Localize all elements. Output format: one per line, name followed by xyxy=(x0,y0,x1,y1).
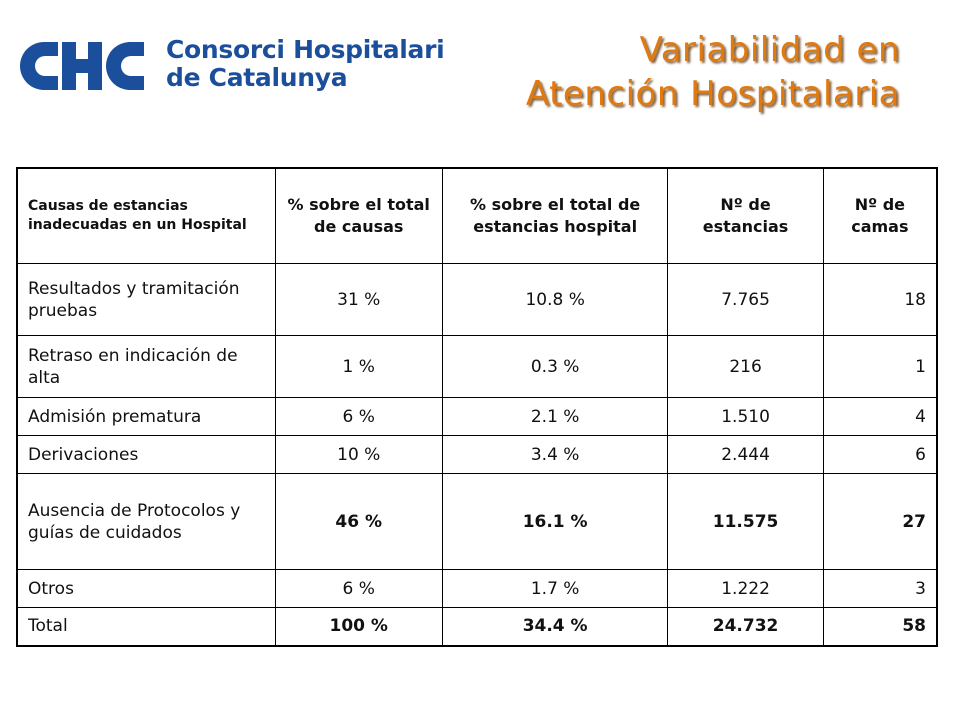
logo-line-1: Consorci Hospitalari xyxy=(166,35,445,64)
cell-num-stays: 1.222 xyxy=(667,569,824,608)
chc-logo: Consorci Hospitalari de Catalunya xyxy=(18,36,445,96)
logo-wordmark: Consorci Hospitalari de Catalunya xyxy=(166,35,445,92)
table-row: Otros 6 % 1.7 % 1.222 3 xyxy=(16,569,938,608)
cell-pct-stays: 1.7 % xyxy=(441,569,669,608)
title-line-2: Atención Hospitalaria xyxy=(525,74,900,114)
cell-pct-causes: 1 % xyxy=(274,335,443,398)
cell-cause: Admisión prematura xyxy=(16,397,276,436)
cell-cause: Otros xyxy=(16,569,276,608)
title-line-1: Variabilidad en xyxy=(639,30,900,70)
slide-title: Variabilidad en Atención Hospitalaria xyxy=(526,28,900,116)
table-row: Admisión prematura 6 % 2.1 % 1.510 4 xyxy=(16,397,938,436)
cell-cause: Total xyxy=(16,607,276,646)
cell-num-stays: 24.732 xyxy=(667,607,824,646)
table-row: Resultados y tramitación pruebas 31 % 10… xyxy=(16,263,938,336)
table-row-total: Total 100 % 34.4 % 24.732 58 xyxy=(16,607,938,646)
cell-cause: Ausencia de Protocolos y guías de cuidad… xyxy=(16,473,276,570)
cell-num-beds: 3 xyxy=(822,569,938,608)
cell-num-beds: 18 xyxy=(822,263,938,336)
chc-logo-mark-icon xyxy=(20,42,144,90)
logo-line-2: de Catalunya xyxy=(166,63,348,92)
cell-pct-stays: 3.4 % xyxy=(441,435,669,474)
cell-num-stays: 7.765 xyxy=(667,263,824,336)
cell-cause: Resultados y tramitación pruebas xyxy=(16,263,276,336)
cell-num-stays: 216 xyxy=(667,335,824,398)
cell-cause: Retraso en indicación de alta xyxy=(16,335,276,398)
table-row: Ausencia de Protocolos y guías de cuidad… xyxy=(16,473,938,570)
table-row: Derivaciones 10 % 3.4 % 2.444 6 xyxy=(16,435,938,474)
cell-num-beds: 6 xyxy=(822,435,938,474)
header-causes: Causas de estancias inadecuadas en un Ho… xyxy=(16,167,276,264)
cell-cause: Derivaciones xyxy=(16,435,276,474)
cell-num-beds: 1 xyxy=(822,335,938,398)
cell-pct-stays: 34.4 % xyxy=(441,607,669,646)
cell-num-beds: 58 xyxy=(822,607,938,646)
cell-num-beds: 4 xyxy=(822,397,938,436)
header-pct-stays: % sobre el total de estancias hospital xyxy=(441,167,669,264)
cell-pct-causes: 100 % xyxy=(274,607,443,646)
cell-num-stays: 1.510 xyxy=(667,397,824,436)
cell-pct-causes: 6 % xyxy=(274,397,443,436)
cell-num-beds: 27 xyxy=(822,473,938,570)
header-num-beds: Nº de camas xyxy=(822,167,938,264)
cell-pct-stays: 10.8 % xyxy=(441,263,669,336)
header-num-stays: Nº de estancias xyxy=(667,167,824,264)
header-pct-causes: % sobre el total de causas xyxy=(274,167,443,264)
inappropriate-stays-table: Causas de estancias inadecuadas en un Ho… xyxy=(16,167,938,647)
table-row: Retraso en indicación de alta 1 % 0.3 % … xyxy=(16,335,938,398)
cell-pct-causes: 6 % xyxy=(274,569,443,608)
cell-pct-stays: 16.1 % xyxy=(441,473,669,570)
cell-pct-causes: 31 % xyxy=(274,263,443,336)
cell-pct-causes: 46 % xyxy=(274,473,443,570)
cell-pct-stays: 0.3 % xyxy=(441,335,669,398)
cell-num-stays: 2.444 xyxy=(667,435,824,474)
cell-num-stays: 11.575 xyxy=(667,473,824,570)
table-header-row: Causas de estancias inadecuadas en un Ho… xyxy=(16,167,938,264)
cell-pct-stays: 2.1 % xyxy=(441,397,669,436)
cell-pct-causes: 10 % xyxy=(274,435,443,474)
